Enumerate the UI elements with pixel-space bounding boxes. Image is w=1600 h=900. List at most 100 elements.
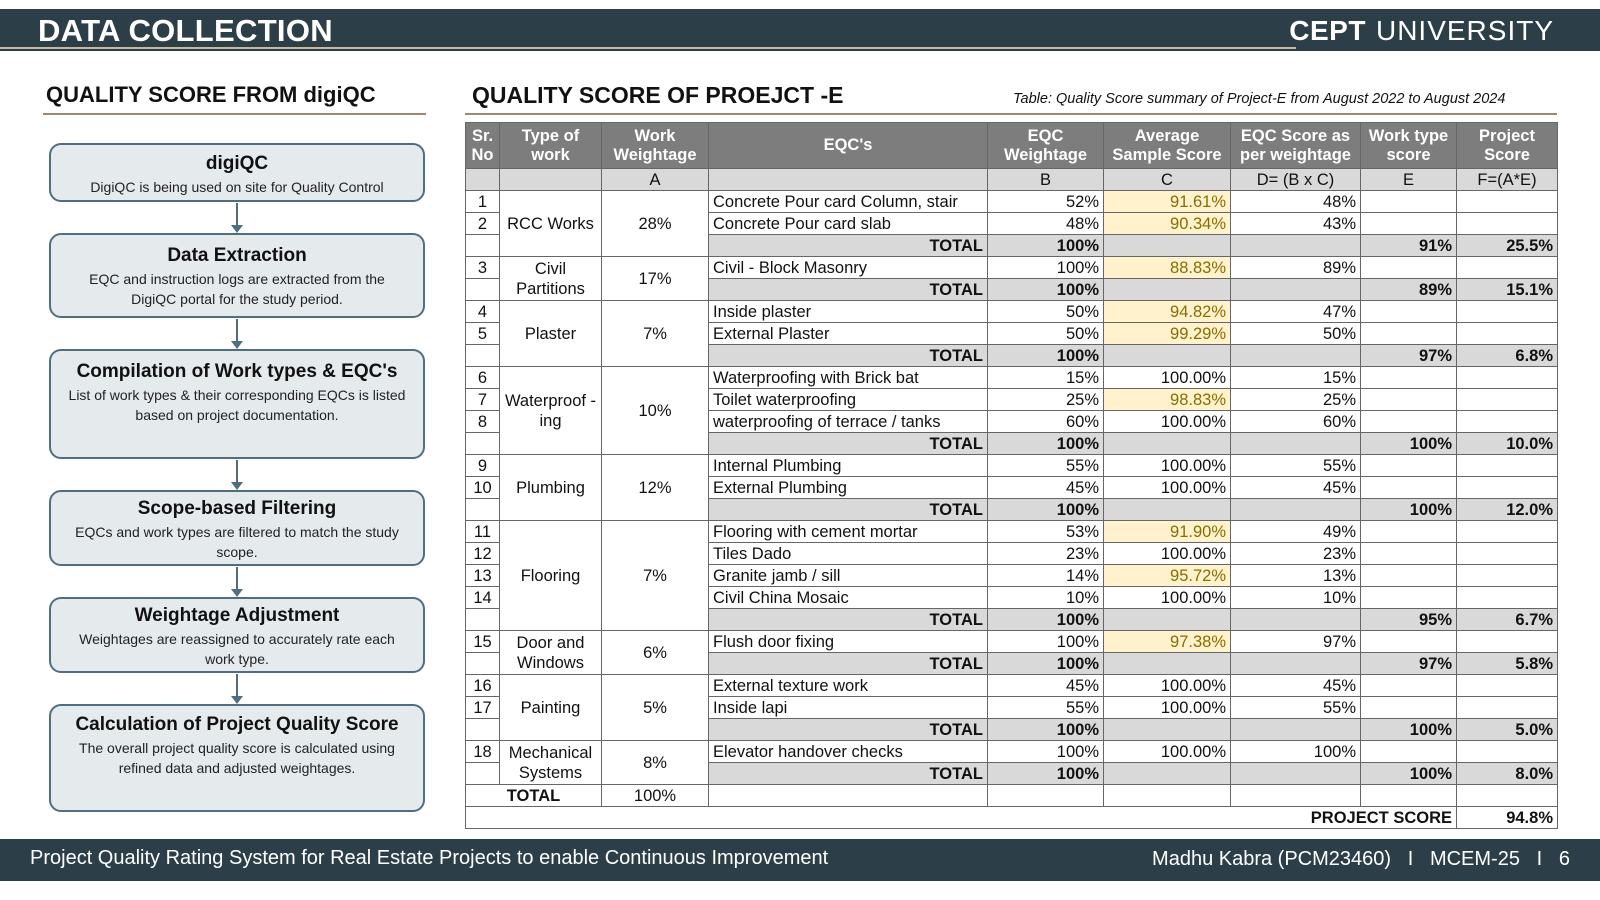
eqc-score-cell: 97% — [1230, 630, 1361, 653]
eqc-score-cell: 15% — [1230, 366, 1361, 389]
eqc-weightage-cell: 55% — [987, 454, 1104, 477]
work-weightage-cell: 28% — [601, 190, 709, 257]
flow-step-weightage-adjustment: Weightage Adjustment Weightages are reas… — [49, 597, 425, 673]
flow-step-calculation: Calculation of Project Quality Score The… — [49, 704, 425, 812]
subtotal-row: TOTAL 100% 91% 25.5% — [465, 234, 1558, 257]
flow-step-desc: The overall project quality score is cal… — [79, 740, 395, 776]
subtotal-empty — [1103, 608, 1231, 631]
sr-no-cell — [465, 344, 500, 367]
header-project-score: Project Score — [1456, 122, 1558, 169]
table-row: 12 Tiles Dado 23% 100.00% 23% — [465, 542, 1558, 565]
average-sample-score-cell: 98.83% — [1103, 388, 1231, 411]
left-section-title: QUALITY SCORE FROM digiQC — [46, 82, 376, 107]
project-score-value: 94.8% — [1456, 806, 1558, 829]
flow-step-desc: List of work types & their corresponding… — [68, 387, 406, 423]
sr-no-cell — [465, 234, 500, 257]
sr-no-cell: 15 — [465, 630, 500, 653]
eqc-weightage-cell: 60% — [987, 410, 1104, 433]
work-type-cell: Plumbing — [499, 454, 602, 521]
sr-no-cell: 6 — [465, 366, 500, 389]
empty-cell — [708, 784, 988, 807]
eqc-score-cell: 45% — [1230, 674, 1361, 697]
sr-no-cell: 7 — [465, 388, 500, 411]
subtotal-project-score: 6.7% — [1456, 608, 1558, 631]
sr-no-cell: 10 — [465, 476, 500, 499]
average-sample-score-cell: 95.72% — [1103, 564, 1231, 587]
subtotal-work-type-score: 100% — [1360, 762, 1457, 785]
header-bar: DATA COLLECTION CEPT UNIVERSITY — [0, 9, 1600, 51]
sr-no-cell: 17 — [465, 696, 500, 719]
flow-arrow — [231, 319, 243, 349]
work-type-cell: Mechanical Systems — [499, 740, 602, 785]
table-row: 8 waterproofing of terrace / tanks 60% 100.… — [465, 410, 1558, 433]
eqc-score-cell: 13% — [1230, 564, 1361, 587]
header-work-type-score: Work type score — [1360, 122, 1457, 169]
sr-no-cell — [465, 652, 500, 675]
project-score-cell — [1456, 212, 1558, 235]
work-weightage-cell: 7% — [601, 300, 709, 367]
subtotal-eqc-weightage: 100% — [987, 608, 1104, 631]
sr-no-cell — [465, 608, 500, 631]
subtotal-row: TOTAL 100% 100% 5.0% — [465, 718, 1558, 741]
sr-no-cell — [465, 278, 500, 301]
project-score-cell — [1456, 630, 1558, 653]
eqc-score-cell: 49% — [1230, 520, 1361, 543]
slide-title: DATA COLLECTION — [38, 13, 333, 48]
project-score-cell — [1456, 520, 1558, 543]
eqc-name-cell: Inside lapi — [708, 696, 988, 719]
eqc-weightage-cell: 15% — [987, 366, 1104, 389]
subtotal-empty — [1230, 278, 1361, 301]
subtotal-empty — [1230, 234, 1361, 257]
empty-cell — [1103, 784, 1231, 807]
subtotal-empty — [1103, 762, 1231, 785]
table-row: 9 Plumbing 12% Internal Plumbing 55% 100.00% 5… — [465, 454, 1558, 521]
eqc-name-cell: External Plumbing — [708, 476, 988, 499]
eqc-name-cell: Granite jamb / sill — [708, 564, 988, 587]
formula-cell: D= (B x C) — [1230, 168, 1361, 191]
subtotal-eqc-weightage: 100% — [987, 718, 1104, 741]
university-logo: CEPT UNIVERSITY — [1289, 15, 1554, 47]
sr-no-cell: 5 — [465, 322, 500, 345]
project-score-cell — [1456, 388, 1558, 411]
work-type-score-cell — [1360, 388, 1457, 411]
work-type-score-cell — [1360, 212, 1457, 235]
flow-arrow — [231, 203, 243, 233]
table-caption: Table: Quality Score summary of Project-… — [1013, 91, 1506, 107]
subtotal-label: TOTAL — [708, 608, 988, 631]
work-type-score-cell — [1360, 564, 1457, 587]
flow-step-desc: EQC and instruction logs are extracted f… — [89, 271, 385, 307]
eqc-score-cell: 55% — [1230, 454, 1361, 477]
eqc-score-cell: 43% — [1230, 212, 1361, 235]
subtotal-work-type-score: 100% — [1360, 498, 1457, 521]
project-score-cell — [1456, 740, 1558, 763]
subtotal-eqc-weightage: 100% — [987, 432, 1104, 455]
eqc-weightage-cell: 100% — [987, 256, 1104, 279]
average-sample-score-cell: 100.00% — [1103, 586, 1231, 609]
eqc-score-cell: 10% — [1230, 586, 1361, 609]
eqc-name-cell: Flooring with cement mortar — [708, 520, 988, 543]
project-score-cell — [1456, 410, 1558, 433]
subtotal-empty — [1230, 344, 1361, 367]
work-type-cell: Waterproof -ing — [499, 366, 602, 455]
eqc-name-cell: Elevator handover checks — [708, 740, 988, 763]
project-score-label: PROJECT SCORE — [465, 806, 1457, 829]
flow-step-digiqc: digiQC DigiQC is being used on site for … — [49, 143, 425, 202]
subtotal-eqc-weightage: 100% — [987, 498, 1104, 521]
eqc-weightage-cell: 52% — [987, 190, 1104, 213]
flow-step-desc: EQCs and work types are filtered to matc… — [75, 524, 399, 560]
header-eqc-weightage: EQC Weightage — [987, 122, 1104, 169]
empty-cell — [1230, 784, 1361, 807]
subtotal-empty — [1103, 652, 1231, 675]
eqc-score-cell: 100% — [1230, 740, 1361, 763]
eqc-score-cell: 25% — [1230, 388, 1361, 411]
subtotal-empty — [1230, 608, 1361, 631]
project-score-cell — [1456, 454, 1558, 477]
flow-arrow — [231, 567, 243, 597]
work-type-cell: Painting — [499, 674, 602, 741]
footer-bar: Project Quality Rating System for Real E… — [0, 839, 1600, 881]
eqc-weightage-cell: 55% — [987, 696, 1104, 719]
subtotal-eqc-weightage: 100% — [987, 652, 1104, 675]
sr-no-cell: 13 — [465, 564, 500, 587]
flow-step-heading: Scope-based Filtering — [137, 498, 337, 519]
subtotal-label: TOTAL — [708, 278, 988, 301]
